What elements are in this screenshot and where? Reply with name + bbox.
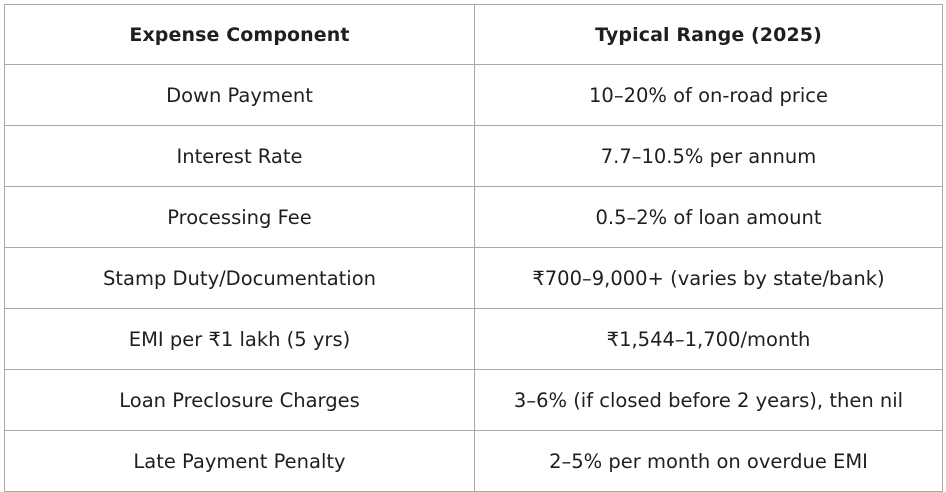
typical-range-cell: 10–20% of on-road price xyxy=(474,64,943,126)
typical-range-cell: ₹1,544–1,700/month xyxy=(474,308,943,370)
expense-component-cell: Loan Preclosure Charges xyxy=(4,369,475,431)
typical-range-cell: 0.5–2% of loan amount xyxy=(474,186,943,248)
typical-range-cell: 7.7–10.5% per annum xyxy=(474,125,943,187)
expense-component-cell: EMI per ₹1 lakh (5 yrs) xyxy=(4,308,475,370)
expense-table-container: Expense Component Typical Range (2025) D… xyxy=(4,4,943,492)
table-row: Processing Fee 0.5–2% of loan amount xyxy=(4,186,943,248)
expense-component-cell: Interest Rate xyxy=(4,125,475,187)
column-header-expense-component: Expense Component xyxy=(4,4,475,65)
typical-range-cell: 3–6% (if closed before 2 years), then ni… xyxy=(474,369,943,431)
expense-component-cell: Processing Fee xyxy=(4,186,475,248)
expense-table: Expense Component Typical Range (2025) D… xyxy=(4,4,943,492)
table-header-row: Expense Component Typical Range (2025) xyxy=(4,4,943,65)
table-row: Down Payment 10–20% of on-road price xyxy=(4,64,943,126)
table-row: EMI per ₹1 lakh (5 yrs) ₹1,544–1,700/mon… xyxy=(4,308,943,370)
table-row: Loan Preclosure Charges 3–6% (if closed … xyxy=(4,369,943,431)
table-row: Stamp Duty/Documentation ₹700–9,000+ (va… xyxy=(4,247,943,309)
expense-component-cell: Down Payment xyxy=(4,64,475,126)
expense-component-cell: Late Payment Penalty xyxy=(4,430,475,492)
table-row: Interest Rate 7.7–10.5% per annum xyxy=(4,125,943,187)
typical-range-cell: ₹700–9,000+ (varies by state/bank) xyxy=(474,247,943,309)
expense-component-cell: Stamp Duty/Documentation xyxy=(4,247,475,309)
table-row: Late Payment Penalty 2–5% per month on o… xyxy=(4,430,943,492)
column-header-typical-range: Typical Range (2025) xyxy=(474,4,943,65)
typical-range-cell: 2–5% per month on overdue EMI xyxy=(474,430,943,492)
